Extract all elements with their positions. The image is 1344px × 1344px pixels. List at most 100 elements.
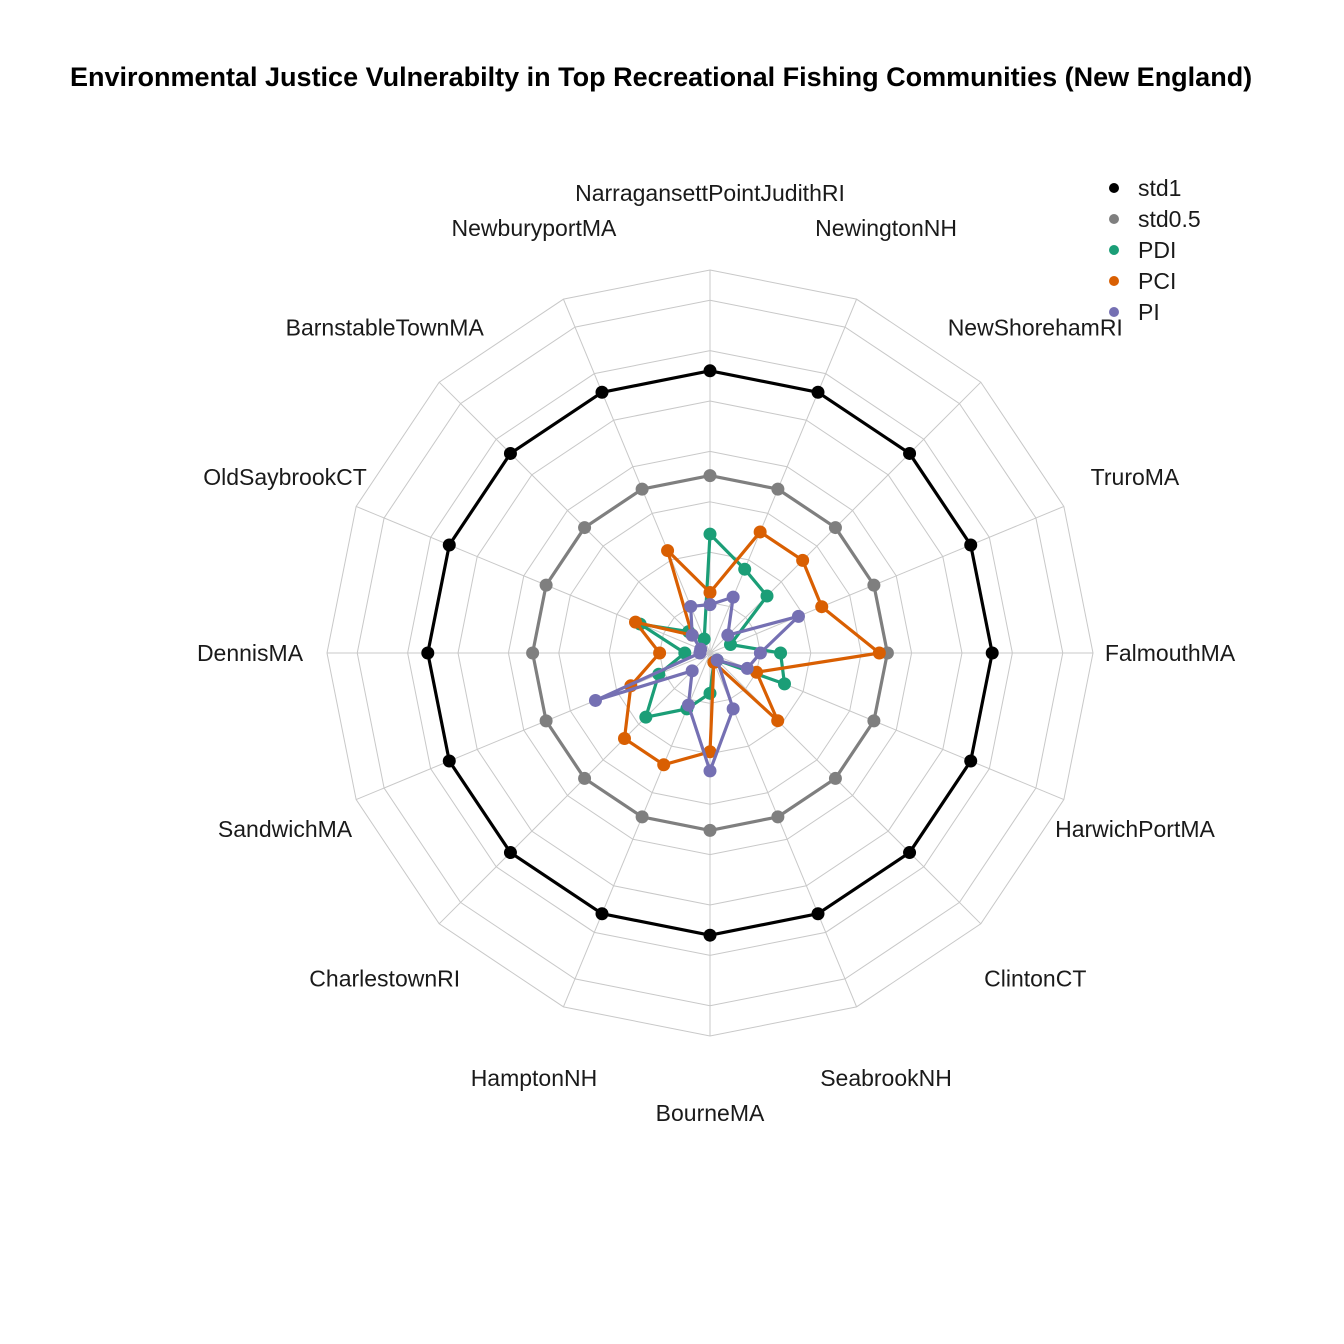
category-label: NewShorehamRI [948,315,1123,341]
data-point [828,521,842,535]
series-PI [588,590,805,778]
data-point [903,846,917,860]
data-point [964,754,978,768]
legend-label: PCI [1138,268,1176,294]
data-point [595,907,609,921]
legend-key [1109,245,1119,255]
data-point [703,928,717,942]
category-label: SeabrookNH [820,1065,952,1091]
data-point [703,469,717,483]
legend-label: std0.5 [1138,206,1201,232]
data-point [753,525,767,539]
data-point [697,632,711,646]
series-layer [421,364,999,942]
category-label: NewburyportMA [452,215,618,241]
data-point [738,562,752,576]
legend-item: PDI [1109,237,1176,263]
data-point [771,714,785,728]
data-point [791,609,805,623]
data-point [685,664,699,678]
data-point [726,590,740,604]
data-point [588,693,602,707]
legend-label: std1 [1138,175,1181,201]
data-point [964,538,978,552]
category-label: OldSaybrookCT [203,464,367,490]
chart-title: Environmental Justice Vulnerabilty in To… [70,62,1253,92]
data-point [684,599,698,613]
data-point [867,578,881,592]
legend-key [1109,183,1119,193]
grid-spoke [562,298,711,654]
data-point [828,771,842,785]
category-label: HamptonNH [471,1065,598,1091]
data-point [703,527,717,541]
data-point [539,714,553,728]
legend-item: std1 [1109,175,1181,201]
data-point [703,823,717,837]
legend-item: std0.5 [1109,206,1201,232]
data-point [442,754,456,768]
data-point [872,646,886,660]
data-point [681,698,695,712]
category-label: HarwichPortMA [1055,816,1215,842]
series-std0.5 [526,469,894,837]
data-point [760,589,774,603]
data-point [442,538,456,552]
data-point [539,578,553,592]
data-point [703,598,717,612]
radar-grid [326,269,1094,1037]
category-label: BarnstableTownMA [286,315,485,341]
category-label: BourneMA [656,1100,765,1126]
data-point [771,482,785,496]
data-point [703,586,717,600]
legend-item: PI [1109,299,1160,325]
data-point [815,600,829,614]
data-point [703,686,717,700]
series-std1 [421,364,999,942]
grid-spoke [438,381,711,654]
data-point [657,758,671,772]
legend-label: PI [1138,299,1160,325]
legend-key [1109,276,1119,286]
grid-spoke [355,505,711,654]
category-label: CharlestownRI [309,965,460,991]
category-labels: NarragansettPointJudithRI NewingtonNH NewS… [197,180,1236,1126]
data-point [578,521,592,535]
data-point [774,646,788,660]
grid-spoke [709,381,982,654]
data-point [811,385,825,399]
legend: std1 std0.5 PDI PCI PI [1109,175,1201,325]
category-label: NewingtonNH [815,215,957,241]
legend-key [1109,307,1119,317]
data-point [421,646,435,660]
data-point [639,710,653,724]
category-label: SandwichMA [218,816,353,842]
data-point [726,702,740,716]
grid-spoke [355,652,711,801]
category-label: FalmouthMA [1105,640,1236,666]
data-point [903,446,917,460]
data-point [703,364,717,378]
legend-item: PCI [1109,268,1176,294]
data-point [777,677,791,691]
data-point [703,745,717,759]
data-point [685,628,699,642]
data-point [811,907,825,921]
data-point [867,714,881,728]
grid-spoke [438,652,711,925]
data-point [771,810,785,824]
grid-spoke [709,652,982,925]
data-point [635,482,649,496]
legend-key [1109,214,1119,224]
grid-spoke [709,505,1065,654]
category-label: DennisMA [197,640,304,666]
data-point [635,810,649,824]
data-point [503,846,517,860]
data-point [678,646,692,660]
data-point [526,646,540,660]
data-point [694,642,708,656]
data-point [629,615,643,629]
data-point [985,646,999,660]
category-label: NarragansettPointJudithRI [575,180,845,206]
